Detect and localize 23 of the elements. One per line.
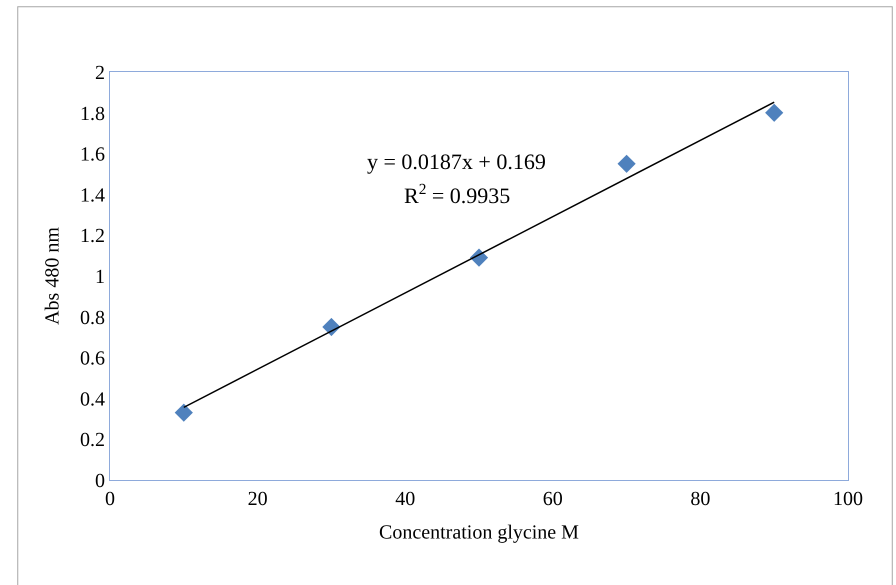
x-tick-label: 100: [833, 488, 863, 510]
x-axis-title: Concentration glycine M: [379, 522, 580, 544]
point: [765, 104, 784, 122]
y-tick-label: 0: [95, 470, 105, 492]
y-tick-label: 1.6: [80, 144, 105, 166]
x-tick-label: 40: [395, 488, 416, 510]
y-tick-label: 1.8: [80, 102, 105, 125]
point: [174, 404, 193, 422]
x-tick-label: 80: [690, 488, 710, 510]
x-tick-label: 60: [542, 488, 563, 510]
annotation: R$^{2}$ = 0.9935: [404, 181, 510, 208]
x-tick-label: 20: [248, 488, 268, 510]
y-tick-label: 0.6: [80, 348, 105, 370]
annotation: y = 0.0187x + 0.169: [367, 149, 546, 174]
y-tick-label: 2: [95, 62, 105, 84]
point: [618, 154, 636, 173]
y-tick-label: 1.4: [80, 184, 105, 206]
y-tick-label: 0.2: [80, 429, 105, 452]
y-tick-label: 1: [95, 266, 105, 288]
y-tick-label: 0.8: [80, 306, 105, 329]
y-tick-label: 1.2: [80, 225, 105, 248]
y-axis-title: Abs 480 nm: [42, 226, 64, 325]
y-tick-label: 0.4: [80, 388, 105, 410]
